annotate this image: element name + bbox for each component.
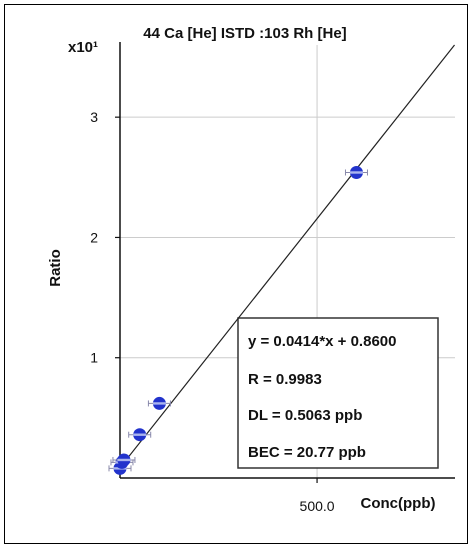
figure-frame xyxy=(4,4,468,544)
r-value-text: R = 0.9983 xyxy=(248,371,322,388)
data-point-band xyxy=(349,171,363,174)
data-point xyxy=(147,396,171,410)
data-point-band xyxy=(152,402,166,405)
y-axis-multiplier: x10¹ xyxy=(68,39,98,56)
y-tick-label: 2 xyxy=(90,229,98,245)
data-point xyxy=(112,453,136,467)
data-point-band xyxy=(133,433,147,436)
x-axis-label: Conc(ppb) xyxy=(361,495,436,512)
equation-text: y = 0.0414*x + 0.8600 xyxy=(248,333,396,350)
data-point xyxy=(128,428,152,442)
data-point-band xyxy=(117,458,131,462)
y-axis-label: Ratio xyxy=(47,249,64,287)
regression-line xyxy=(119,44,455,469)
y-tick-label: 1 xyxy=(90,350,98,366)
equation-box xyxy=(237,317,439,469)
x-tick-label: 500.0 xyxy=(300,498,335,514)
y-tick-label: 3 xyxy=(90,109,98,125)
chart-title: 44 Ca [He] ISTD :103 Rh [He] xyxy=(143,25,346,42)
data-point xyxy=(344,165,368,179)
detection-limit-text: DL = 0.5063 ppb xyxy=(248,407,362,424)
bec-text: BEC = 20.77 ppb xyxy=(248,444,366,461)
